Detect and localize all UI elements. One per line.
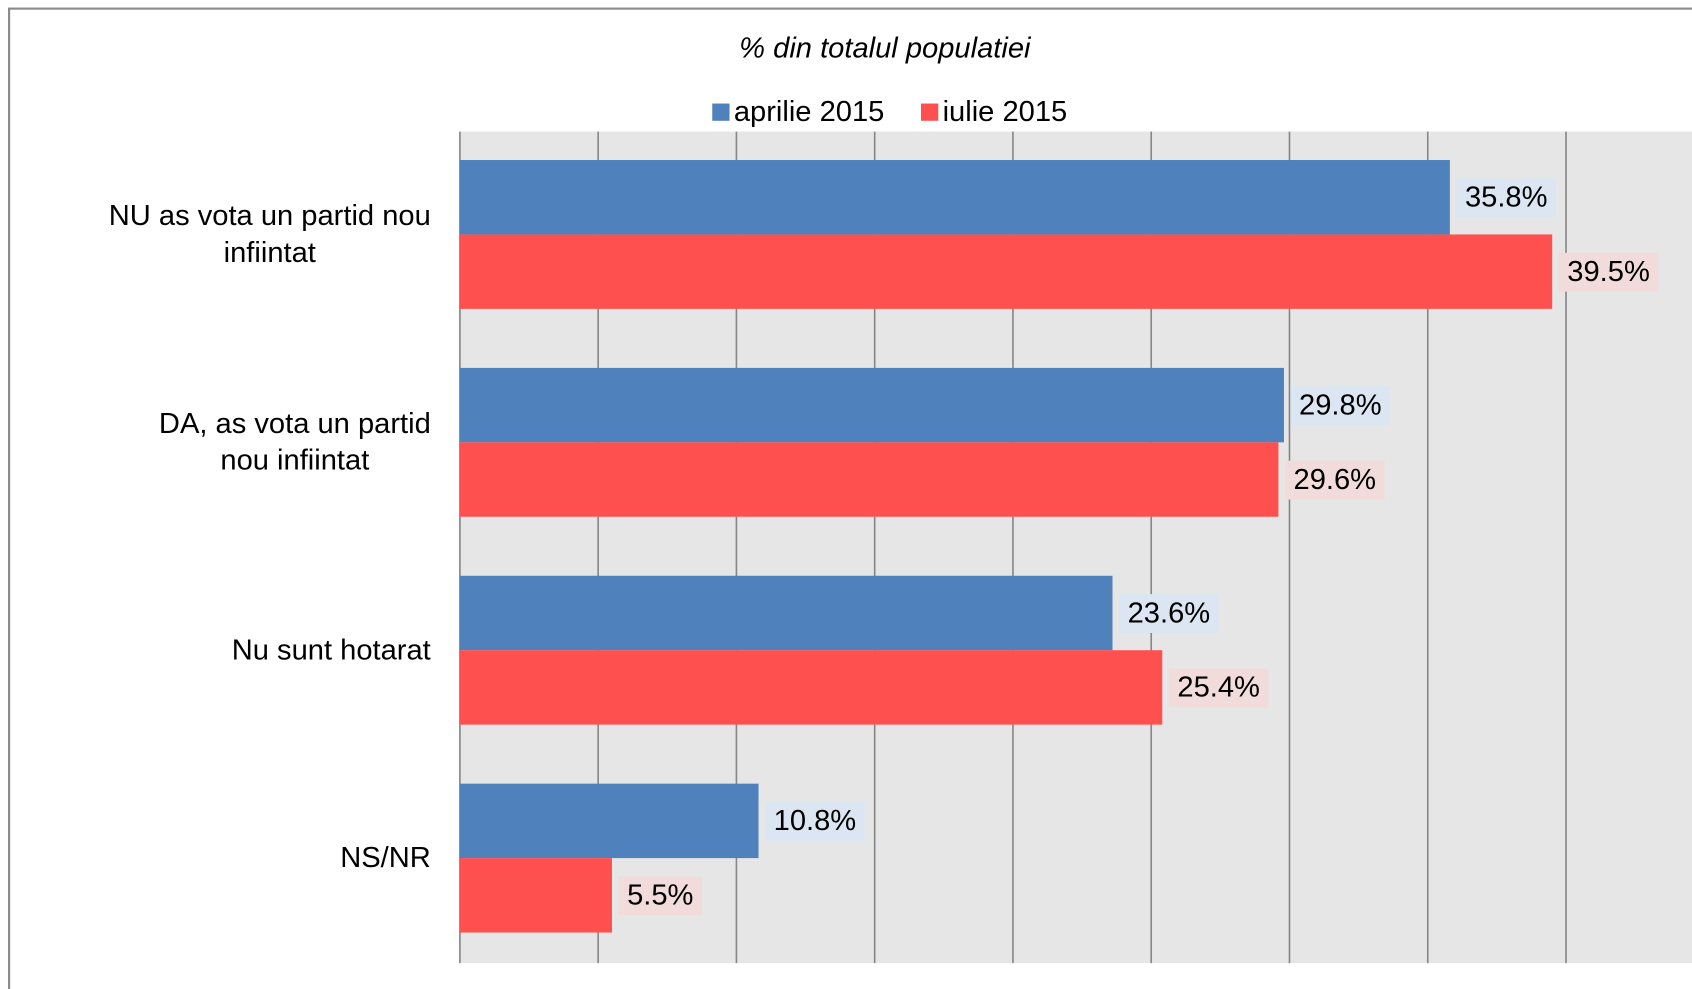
legend-label: aprilie 2015 — [734, 96, 885, 128]
legend-swatch — [921, 103, 939, 121]
chart-title: % din totalul populatiei — [739, 32, 1032, 64]
value-label-bg — [765, 802, 865, 841]
bar — [459, 783, 759, 859]
bar — [459, 650, 1163, 725]
value-label-bg — [618, 876, 703, 916]
legend-swatch — [712, 103, 730, 121]
value-label: 39.5% — [1567, 256, 1650, 288]
value-label-bg — [1168, 668, 1269, 708]
category-label-line: infiintat — [224, 237, 316, 269]
legend-label: iulie 2015 — [943, 96, 1068, 128]
bar — [459, 234, 1553, 309]
category-label-line: DA, as vota un partid — [159, 408, 431, 440]
value-label: 29.8% — [1299, 389, 1382, 421]
bar — [459, 160, 1450, 235]
value-label: 23.6% — [1128, 597, 1211, 629]
value-label: 25.4% — [1177, 672, 1260, 704]
category-label-line: nou infiintat — [220, 444, 369, 476]
bar — [459, 367, 1284, 443]
category-label-line: NU as vota un partid nou — [109, 200, 431, 232]
category-label: NS/NR — [340, 842, 431, 874]
value-label: 10.8% — [774, 805, 857, 837]
category-label-line: Nu sunt hotarat — [232, 634, 431, 666]
value-label-bg — [1558, 252, 1659, 292]
value-label-bg — [1290, 386, 1391, 426]
bar — [459, 858, 612, 933]
value-label-bg — [1118, 594, 1219, 633]
value-label: 5.5% — [627, 880, 693, 912]
category-label: DA, as vota un partid nou infiintat — [159, 408, 431, 477]
category-label: Nu sunt hotarat — [232, 634, 431, 666]
bar — [459, 442, 1279, 517]
category-label-line: NS/NR — [340, 842, 431, 874]
bar — [459, 575, 1113, 651]
value-label: 29.6% — [1294, 464, 1377, 496]
category-label: NU as vota un partid nou infiintat — [109, 200, 431, 269]
value-label-bg — [1284, 460, 1385, 500]
value-label-bg — [1456, 178, 1557, 218]
value-label: 35.8% — [1465, 182, 1548, 214]
